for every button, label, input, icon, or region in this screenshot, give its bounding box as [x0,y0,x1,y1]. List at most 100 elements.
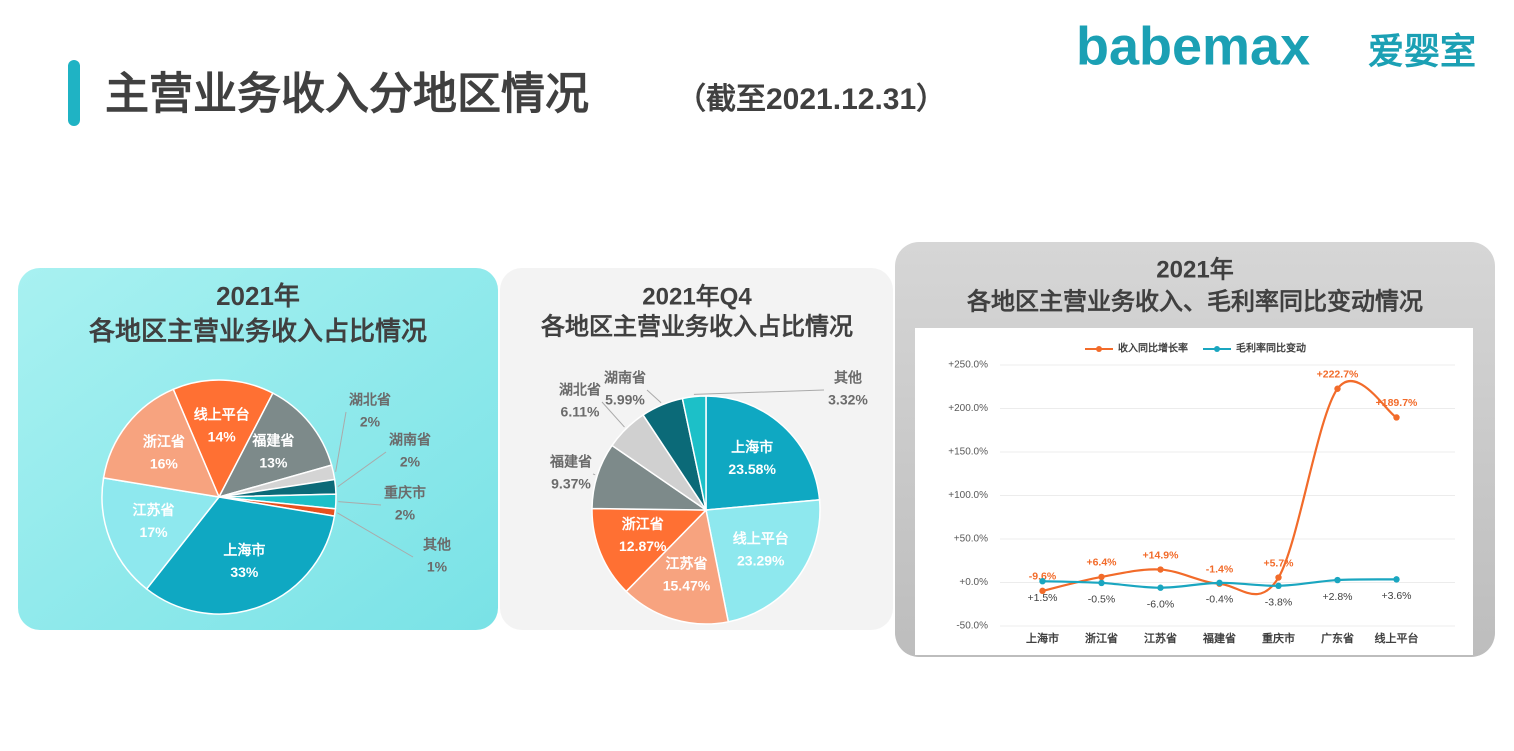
y-tick-label: +150.0% [948,447,988,458]
point [1393,576,1400,583]
slice-label: 江苏省 [133,502,175,518]
plot-area [915,328,1473,655]
slice-value: 1% [427,559,448,575]
y-tick-label: +250.0% [948,360,988,371]
page-subtitle: （截至2021.12.31） [676,82,946,116]
slice-value: 2% [400,454,421,470]
slice-label: 湖南省 [389,432,431,448]
slice-label: 湖北省 [559,382,601,398]
chart-title: 2021年 [216,281,300,311]
slice-label: 浙江省 [143,433,185,449]
value-label: +1.5% [1027,592,1057,604]
leader-line [646,389,662,404]
value-label: +5.7% [1263,557,1294,569]
pie-slice [101,477,221,590]
legend-label: 收入同比增长率 [1118,342,1188,355]
point [1275,574,1282,581]
legend-marker [1096,346,1102,352]
y-tick-label: +100.0% [948,490,988,501]
point [1039,587,1046,595]
slice-value: 9.37% [551,476,591,492]
slice-label: 湖北省 [349,392,391,408]
point [1157,584,1164,591]
pie-slice [102,388,221,498]
value-label: -1.4% [1206,563,1234,575]
slice-value: 2% [395,507,416,523]
slice-label: 福建省 [549,454,592,470]
y-tick-label: -50.0% [956,621,988,632]
x-tick-label: 重庆市 [1262,631,1295,645]
pie-slice [591,507,708,593]
x-tick-label: 江苏省 [1144,631,1177,645]
slice-label: 重庆市 [384,485,426,501]
slice-value: 6.11% [561,404,600,420]
leader-line [601,401,625,428]
slice-label: 湖南省 [604,370,646,386]
slice-value: 15.47% [663,577,711,593]
slice-label: 线上平台 [733,531,789,547]
slice-label: 其他 [423,537,451,553]
slice-label: 福建省 [251,432,294,448]
logo-brand: babemax [1076,16,1310,76]
charts: 线上平台 14% 福建省 13% 湖北省 2% 湖南省 2% 重庆市 2% 其他 1% 上海市 33% 江苏… [101,342,1455,645]
slice-label: 线上平台 [194,407,250,423]
point [1393,414,1400,421]
value-label: +189.7% [1376,397,1418,409]
leader-line [592,473,596,476]
chart-subtitle: 各地区主营业务收入占比情况 [88,316,427,346]
leader-line [338,501,382,506]
point [1216,579,1223,587]
value-label: +3.6% [1381,590,1411,602]
chart-title: 2021年 [1156,255,1233,283]
title-accent [68,60,80,126]
point [1039,577,1046,585]
slice-value: 3.32% [828,392,868,408]
value-label: -0.5% [1088,594,1115,606]
legend-marker [1214,346,1220,352]
x-tick-label: 广东省 [1321,631,1354,645]
y-tick-label: +200.0% [948,403,988,414]
slice-value: 13% [259,454,288,470]
pie-slice [145,496,336,615]
slice-value: 2% [360,414,381,430]
pie-slice [625,508,730,625]
chart-subtitle: 各地区主营业务收入、毛利率同比变动情况 [966,287,1423,315]
leader-line [693,389,825,395]
slice-value: 16% [150,455,179,471]
page-title: 主营业务收入分地区情况 [105,70,589,119]
x-tick-label: 上海市 [1026,631,1059,645]
pie-slice [172,379,274,499]
slice-label: 上海市 [223,542,265,558]
slice-value: 14% [208,429,237,445]
slice-label: 其他 [834,370,862,386]
value-label: -3.8% [1265,597,1292,609]
slice-value: 17% [140,524,169,540]
legend-label: 毛利率同比变动 [1236,342,1306,355]
point [1098,579,1105,587]
x-tick-label: 浙江省 [1085,631,1118,645]
pie-slice [217,392,333,499]
slice-value: 12.87% [619,538,667,554]
slice-value: 23.58% [728,461,776,477]
point [1275,582,1282,590]
value-label: +2.8% [1322,591,1352,603]
point [1334,576,1341,584]
point [1334,385,1341,392]
leader-line [337,451,387,488]
chart-title: 2021年Q4 [642,282,752,310]
point [1157,566,1164,573]
value-label: +14.9% [1143,549,1180,561]
slice-label: 浙江省 [622,516,664,532]
value-label: +222.7% [1317,369,1359,381]
value-label: -9.6% [1029,571,1057,583]
leader-line [337,512,414,558]
slice-label: 上海市 [731,439,773,455]
pie-slice [705,395,821,511]
chart-subtitle: 各地区主营业务收入占比情况 [540,312,853,340]
slice-value: 5.99% [605,392,645,408]
slice-label: 江苏省 [665,555,707,571]
slice-value: 23.29% [737,553,785,569]
pie-slice [681,395,707,511]
leader-line [335,411,347,472]
